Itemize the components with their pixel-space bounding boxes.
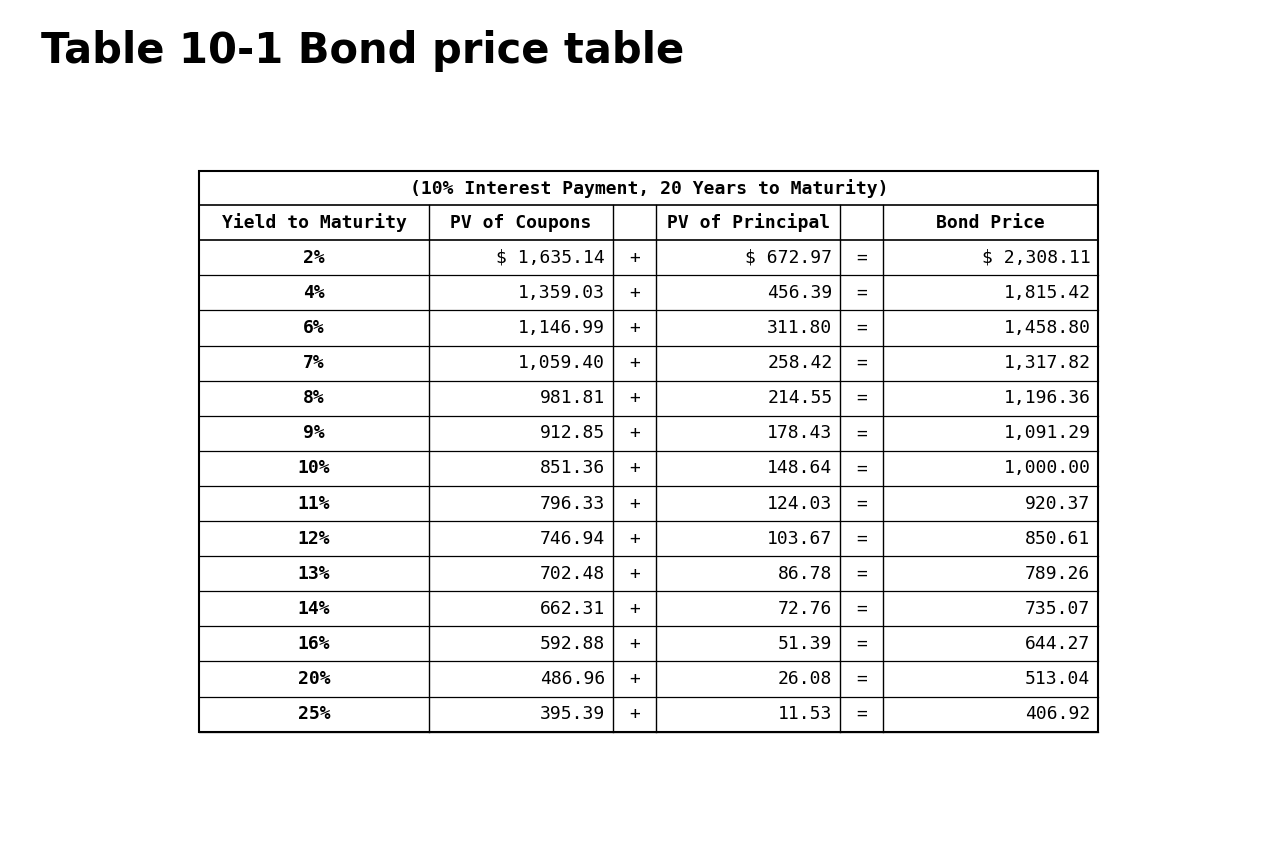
Bar (200, 171, 1098, 732)
Text: 11.53: 11.53 (779, 706, 833, 723)
Text: 25%: 25% (298, 706, 330, 723)
Text: 9%: 9% (303, 424, 325, 442)
Text: +: + (629, 249, 639, 267)
Text: 2%: 2% (303, 249, 325, 267)
Text: +: + (629, 706, 639, 723)
Text: +: + (629, 284, 639, 302)
Text: $ 672.97: $ 672.97 (746, 249, 833, 267)
Text: 178.43: 178.43 (767, 424, 833, 442)
Text: 10%: 10% (298, 459, 330, 478)
Text: =: = (856, 249, 867, 267)
Text: 912.85: 912.85 (539, 424, 605, 442)
Text: 1,196.36: 1,196.36 (1004, 389, 1090, 407)
Text: =: = (856, 600, 867, 618)
Text: 1,458.80: 1,458.80 (1004, 319, 1090, 337)
Text: Bond Price: Bond Price (937, 214, 1046, 232)
Text: =: = (856, 284, 867, 302)
Text: 644.27: 644.27 (1025, 635, 1090, 653)
Text: 86.78: 86.78 (779, 564, 833, 583)
Text: 662.31: 662.31 (539, 600, 605, 618)
Text: 1,317.82: 1,317.82 (1004, 354, 1090, 372)
Text: 789.26: 789.26 (1025, 564, 1090, 583)
Text: 258.42: 258.42 (767, 354, 833, 372)
Text: +: + (629, 564, 639, 583)
Text: 513.04: 513.04 (1025, 670, 1090, 688)
Text: +: + (629, 319, 639, 337)
Text: 1,000.00: 1,000.00 (1004, 459, 1090, 478)
Text: (10% Interest Payment, 20 Years to Maturity): (10% Interest Payment, 20 Years to Matur… (410, 178, 887, 197)
Text: +: + (629, 670, 639, 688)
Text: 1,091.29: 1,091.29 (1004, 424, 1090, 442)
Text: $ 2,308.11: $ 2,308.11 (981, 249, 1090, 267)
Text: 406.92: 406.92 (1025, 706, 1090, 723)
Text: 148.64: 148.64 (767, 459, 833, 478)
Text: 456.39: 456.39 (767, 284, 833, 302)
Text: +: + (629, 600, 639, 618)
Text: 920.37: 920.37 (1025, 495, 1090, 513)
Text: 486.96: 486.96 (539, 670, 605, 688)
Text: 6%: 6% (303, 319, 325, 337)
Text: Yield to Maturity: Yield to Maturity (222, 213, 406, 232)
Text: +: + (629, 354, 639, 372)
Text: =: = (856, 564, 867, 583)
Text: PV of Coupons: PV of Coupons (451, 214, 591, 232)
Text: 11%: 11% (298, 495, 330, 513)
Text: =: = (856, 354, 867, 372)
Text: 14%: 14% (298, 600, 330, 618)
Text: 1,359.03: 1,359.03 (518, 284, 605, 302)
Text: 981.81: 981.81 (539, 389, 605, 407)
Text: 214.55: 214.55 (767, 389, 833, 407)
Text: =: = (856, 424, 867, 442)
Text: 20%: 20% (298, 670, 330, 688)
Text: 103.67: 103.67 (767, 530, 833, 547)
Text: =: = (856, 670, 867, 688)
Text: =: = (856, 389, 867, 407)
Text: +: + (629, 424, 639, 442)
Text: 592.88: 592.88 (539, 635, 605, 653)
Text: $ 1,635.14: $ 1,635.14 (496, 249, 605, 267)
Text: =: = (856, 495, 867, 513)
Text: =: = (856, 459, 867, 478)
Text: 851.36: 851.36 (539, 459, 605, 478)
Text: 796.33: 796.33 (539, 495, 605, 513)
Text: =: = (856, 635, 867, 653)
Text: 26.08: 26.08 (779, 670, 833, 688)
Text: 735.07: 735.07 (1025, 600, 1090, 618)
Text: 850.61: 850.61 (1025, 530, 1090, 547)
Text: 4%: 4% (303, 284, 325, 302)
Text: 1,146.99: 1,146.99 (518, 319, 605, 337)
Text: 1,059.40: 1,059.40 (518, 354, 605, 372)
Text: 12%: 12% (298, 530, 330, 547)
Text: 51.39: 51.39 (779, 635, 833, 653)
Text: +: + (629, 495, 639, 513)
Text: 395.39: 395.39 (539, 706, 605, 723)
Text: +: + (629, 389, 639, 407)
Text: 16%: 16% (298, 635, 330, 653)
Text: +: + (629, 459, 639, 478)
Text: 746.94: 746.94 (539, 530, 605, 547)
Text: 13%: 13% (298, 564, 330, 583)
Text: 1,815.42: 1,815.42 (1004, 284, 1090, 302)
Text: 7%: 7% (303, 354, 325, 372)
Text: 8%: 8% (303, 389, 325, 407)
Text: 72.76: 72.76 (779, 600, 833, 618)
Text: 124.03: 124.03 (767, 495, 833, 513)
Text: 702.48: 702.48 (539, 564, 605, 583)
Text: =: = (856, 530, 867, 547)
Text: PV of Principal: PV of Principal (667, 213, 829, 232)
Text: +: + (629, 635, 639, 653)
Text: =: = (856, 319, 867, 337)
Text: +: + (629, 530, 639, 547)
Text: 311.80: 311.80 (767, 319, 833, 337)
Text: =: = (856, 706, 867, 723)
Text: Table 10-1 Bond price table: Table 10-1 Bond price table (41, 30, 684, 71)
